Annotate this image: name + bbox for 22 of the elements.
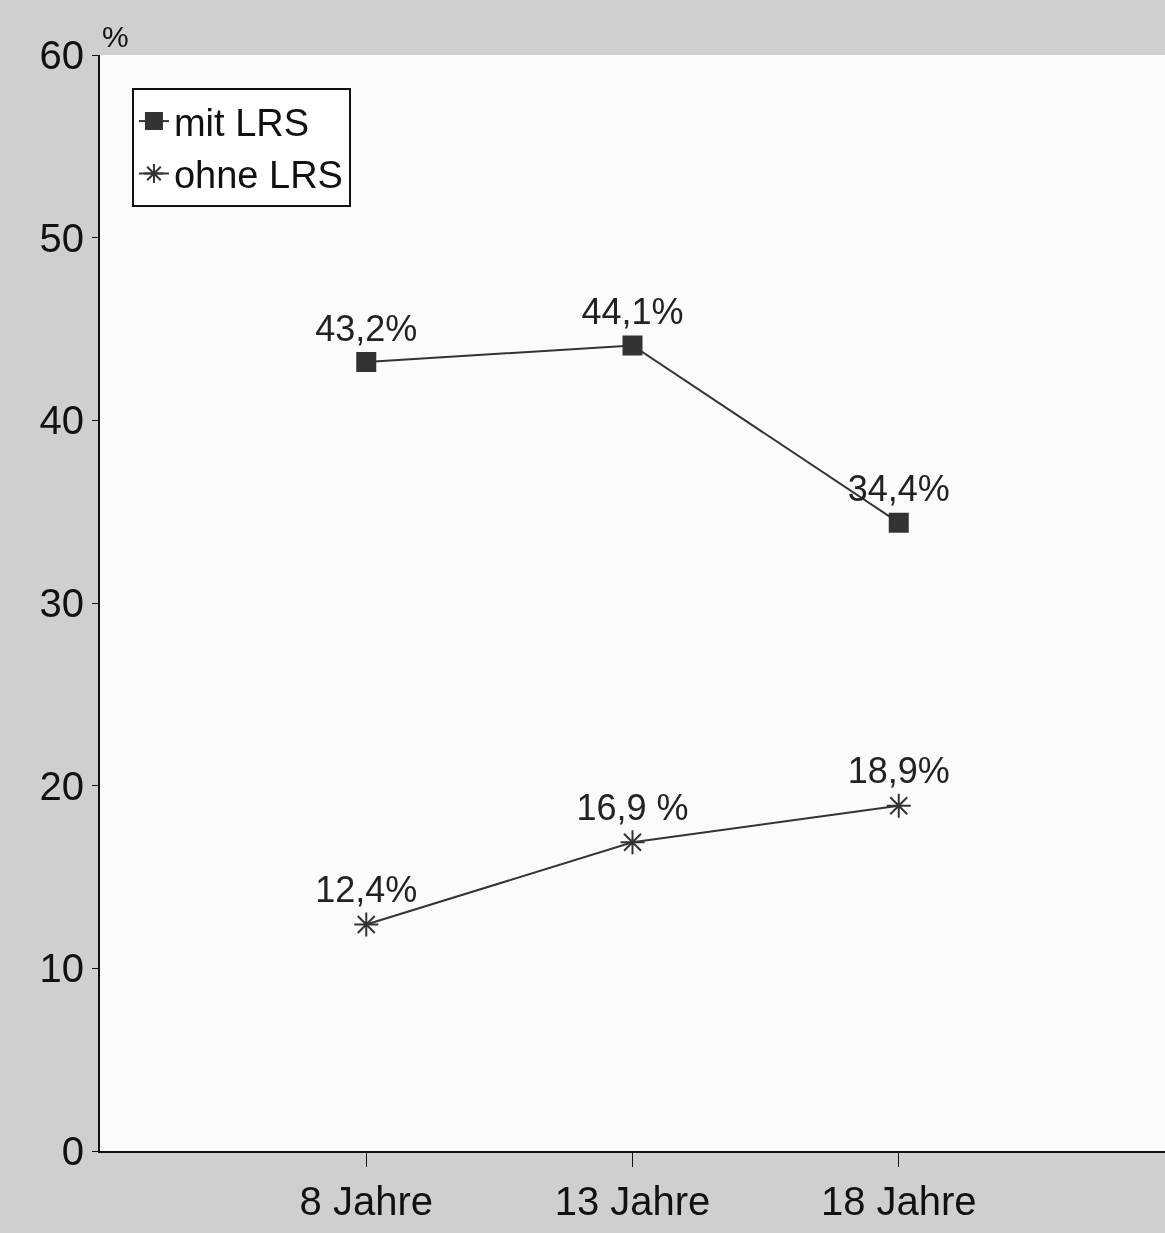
y-axis-title: % [102,20,129,53]
legend-label: mit LRS [173,101,310,144]
x-tick-label: 18 Jahre [820,1179,977,1223]
point [622,335,643,356]
y-tick-label: 40 [39,398,84,443]
point [356,351,377,372]
data-label: 16,9 % [576,786,689,828]
y-tick-label: 20 [39,763,84,808]
point [888,512,909,533]
y-tick-label: 10 [39,946,84,991]
y-tick-label: 0 [61,1129,84,1173]
data-label: 43,2% [315,307,418,349]
y-tick-label: 30 [39,581,84,625]
data-label: 18,9% [847,750,950,792]
x-tick-label: 8 Jahre [299,1179,433,1223]
y-tick-label: 50 [39,215,84,260]
legend-label: ohne LRS [173,154,343,197]
y-tick-label: 60 [39,33,84,77]
x-tick-label: 13 Jahre [554,1179,711,1223]
data-label: 34,4% [847,468,950,510]
data-label: 44,1% [581,291,684,333]
data-label: 12,4% [315,868,418,910]
